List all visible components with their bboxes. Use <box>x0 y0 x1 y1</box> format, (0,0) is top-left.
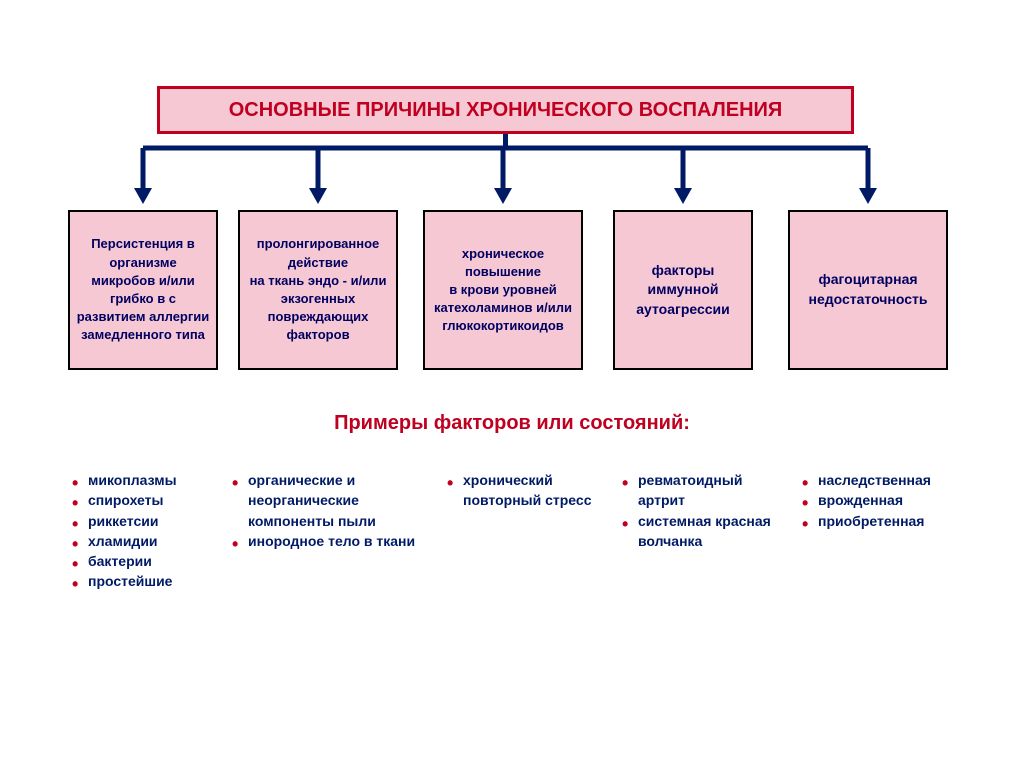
bullet-item: микоплазмы <box>70 470 220 490</box>
bullet-col-0: микоплазмыспирохетыриккетсиихламидиибакт… <box>70 470 220 592</box>
cause-box-0: Персистенция в организме микробов и/или … <box>68 210 218 370</box>
bullet-list-2: хронический повторный стресс <box>445 470 605 511</box>
bullet-item: органические и неорганические компоненты… <box>230 470 420 531</box>
bullet-list-4: наследственнаяврожденнаяприобретенная <box>800 470 970 531</box>
bullet-col-4: наследственнаяврожденнаяприобретенная <box>800 470 970 531</box>
cause-text-2: хроническое повышениев крови уровней кат… <box>431 245 575 336</box>
bullet-item: инородное тело в ткани <box>230 531 420 551</box>
bullet-item: хламидии <box>70 531 220 551</box>
cause-text-4: фагоцитарнаянедостаточность <box>809 270 928 309</box>
cause-box-4: фагоцитарнаянедостаточность <box>788 210 948 370</box>
bullet-item: спирохеты <box>70 490 220 510</box>
bullet-item: приобретенная <box>800 511 970 531</box>
cause-box-1: пролонгированное действиена ткань эндо -… <box>238 210 398 370</box>
bullet-col-1: органические и неорганические компоненты… <box>230 470 420 551</box>
cause-text-1: пролонгированное действиена ткань эндо -… <box>246 235 390 344</box>
bullet-item: системная красная волчанка <box>620 511 780 552</box>
bullet-item: ревматоидный артрит <box>620 470 780 511</box>
cause-text-3: факторыиммуннойаутоагрессии <box>636 261 730 320</box>
bullet-col-3: ревматоидный артритсистемная красная вол… <box>620 470 780 551</box>
examples-subtitle-text: Примеры факторов или состояний: <box>334 412 690 434</box>
bullet-item: простейшие <box>70 571 220 591</box>
bullet-item: наследственная <box>800 470 970 490</box>
bullet-list-0: микоплазмыспирохетыриккетсиихламидиибакт… <box>70 470 220 592</box>
bullet-col-2: хронический повторный стресс <box>445 470 605 511</box>
bullet-item: риккетсии <box>70 511 220 531</box>
bullet-item: врожденная <box>800 490 970 510</box>
diagram-title-box: ОСНОВНЫЕ ПРИЧИНЫ ХРОНИЧЕСКОГО ВОСПАЛЕНИЯ <box>157 86 854 134</box>
cause-text-0: Персистенция в организме микробов и/или … <box>76 235 210 344</box>
bullet-list-3: ревматоидный артритсистемная красная вол… <box>620 470 780 551</box>
bullet-list-1: органические и неорганические компоненты… <box>230 470 420 551</box>
bullet-item: бактерии <box>70 551 220 571</box>
diagram-title-text: ОСНОВНЫЕ ПРИЧИНЫ ХРОНИЧЕСКОГО ВОСПАЛЕНИЯ <box>229 99 783 122</box>
cause-box-2: хроническое повышениев крови уровней кат… <box>423 210 583 370</box>
examples-subtitle: Примеры факторов или состояний: <box>0 412 1024 435</box>
cause-box-3: факторыиммуннойаутоагрессии <box>613 210 753 370</box>
bullet-item: хронический повторный стресс <box>445 470 605 511</box>
